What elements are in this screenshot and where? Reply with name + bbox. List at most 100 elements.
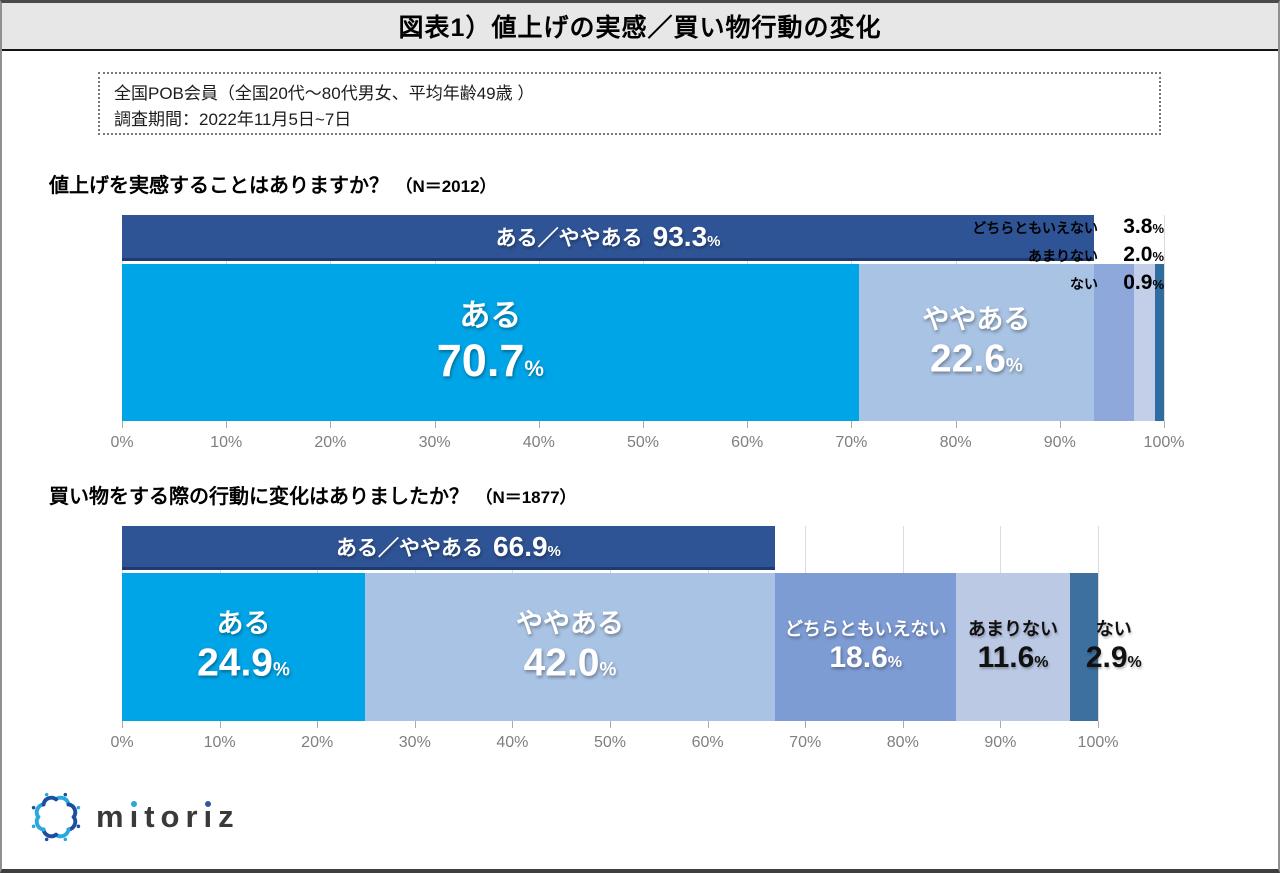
- brand-letter: m: [96, 799, 124, 834]
- axis-tick-label: 20%: [301, 734, 334, 751]
- axis-tick: [434, 421, 436, 428]
- survey-note-line1: 全国POB会員（全国20代～80代男女、平均年齢49歳 ）: [114, 84, 535, 103]
- stacked-bar: ある 24.9% ややある 42.0% どちらともいえない 18.6% あまりない 11.6%…: [122, 573, 1142, 721]
- percent-sign: %: [1034, 654, 1049, 672]
- legend-label: ない: [1070, 276, 1098, 292]
- survey-note-line2: 調査期間：2022年11月5日~7日: [114, 110, 352, 130]
- axis-tick-label: 30%: [418, 434, 451, 451]
- segment-label: あまりない 11.6%: [968, 619, 1058, 675]
- bar-segment: どちらともいえない 18.6%: [774, 573, 957, 721]
- percent-sign: %: [599, 659, 617, 681]
- segment-label: ややある 22.6%: [922, 304, 1030, 381]
- segment-label: ある 70.7%: [437, 298, 544, 386]
- legend-row: あまりない 2.0%: [122, 243, 1164, 271]
- axis-tick-label: 70%: [835, 434, 868, 451]
- percent-sign: %: [1152, 249, 1164, 264]
- segment-label: どちらともいえない 18.6%: [785, 619, 947, 675]
- brand-letter: z: [218, 799, 234, 834]
- bar-segment: ややある 22.6%: [858, 264, 1095, 421]
- bar-segment: [1133, 264, 1155, 421]
- segment-value: 42.0%: [523, 641, 617, 685]
- legend-value: 3.8%: [1123, 215, 1164, 238]
- axis-tick-label: 50%: [593, 734, 627, 751]
- page-title: 図表1）値上げの実感／買い物行動の変化: [398, 14, 882, 42]
- segment-name: ある: [216, 608, 271, 639]
- question-2-heading: 買い物をする際の行動に変化はありましたか？ （N＝1877）: [49, 480, 577, 509]
- axis-tick: [1164, 421, 1165, 428]
- axis-tick-label: 60%: [731, 434, 764, 451]
- survey-note-box: 全国POB会員（全国20代～80代男女、平均年齢49歳 ） 調査期間：2022年…: [98, 72, 1161, 135]
- axis-tick: [317, 721, 319, 728]
- overlay-value: 93.3%: [652, 220, 721, 252]
- axis-tick-label: 80%: [939, 434, 972, 451]
- segment-label: ない 2.9%: [1086, 619, 1142, 675]
- segment-value: 22.6%: [930, 337, 1023, 381]
- axis-tick-label: 40%: [496, 734, 529, 751]
- stacked-bar: ある 70.7% ややある 22.6%: [122, 264, 1164, 421]
- axis-tick: [610, 721, 611, 728]
- segment-label: ややある 42.0%: [516, 609, 624, 686]
- chart-1-price-increase: 0% 10% 20% 30% 40% 50% 60% 70% 80% 90% 100% ある／ややある…: [110, 215, 1184, 465]
- axis-tick: [1098, 721, 1099, 728]
- mitoriz-starburst-icon: [31, 792, 81, 842]
- segment-label: ある 24.9%: [197, 609, 290, 686]
- brand-i-dot: [130, 801, 137, 807]
- question-1-heading: 値上げを実感することはありますか？ （N＝2012）: [49, 169, 497, 198]
- axis-tick: [805, 721, 807, 728]
- brand-letter: ı: [129, 799, 139, 834]
- axis-tick-label: 50%: [626, 434, 660, 451]
- axis-tick-label: 20%: [314, 434, 347, 451]
- title-bar: 図表1）値上げの実感／買い物行動の変化: [2, 3, 1278, 51]
- brand-letter: r: [185, 799, 198, 834]
- axis-tick-label: 70%: [789, 734, 822, 751]
- axis-tick: [902, 721, 904, 728]
- question-1-sample-size: （N＝2012）: [395, 177, 497, 196]
- axis-tick: [1059, 421, 1061, 428]
- axis-tick: [219, 721, 221, 728]
- percent-sign: %: [707, 232, 721, 250]
- legend-value: 2.0%: [1123, 243, 1164, 266]
- legend-row: どちらともいえない 3.8%: [122, 215, 1164, 243]
- bar-segment: ない 2.9%: [1069, 573, 1142, 721]
- axis-tick: [122, 721, 123, 728]
- brand-i-dot: [204, 801, 211, 807]
- axis-tick-label: 100%: [1143, 434, 1185, 451]
- overlay-label: ある／ややある: [495, 226, 643, 250]
- segment-name: あまりない: [968, 619, 1059, 640]
- axis-tick-label: 10%: [210, 434, 243, 451]
- percent-sign: %: [1005, 355, 1023, 377]
- grid-line: [1164, 215, 1165, 421]
- axis-tick: [538, 421, 540, 428]
- axis-tick-label: 0%: [110, 734, 134, 751]
- legend-label: どちらともいえない: [972, 220, 1098, 236]
- axis-tick: [851, 421, 853, 428]
- overlay-total-bar: ある／ややある 93.3%: [122, 215, 1095, 261]
- axis-tick: [643, 421, 644, 428]
- segment-name: ややある: [922, 304, 1031, 335]
- segment-name: ある: [459, 297, 522, 333]
- axis-tick: [747, 421, 749, 428]
- axis-tick-label: 60%: [691, 734, 724, 751]
- brand-letter: ı: [203, 799, 213, 834]
- bar-segment: あまりない 11.6%: [956, 573, 1070, 721]
- axis-tick-label: 10%: [203, 734, 236, 751]
- axis-tick: [955, 421, 957, 428]
- chart-1-legend: どちらともいえない 3.8% あまりない 2.0% ない 0.9%: [122, 215, 1164, 465]
- axis-tick-label: 80%: [886, 734, 919, 751]
- segment-value: 24.9%: [197, 641, 290, 685]
- segment-name: どちらともいえない: [784, 619, 947, 640]
- segment-value: 2.9%: [1085, 641, 1142, 675]
- brand-letter: o: [160, 799, 180, 834]
- axis-tick-label: 30%: [398, 734, 431, 751]
- overlay-value: 66.9%: [493, 530, 561, 562]
- axis-tick-label: 90%: [984, 734, 1017, 751]
- segment-name: ややある: [515, 608, 624, 639]
- axis-tick: [1000, 721, 1002, 728]
- axis-tick-label: 40%: [522, 434, 555, 451]
- axis-tick: [414, 721, 416, 728]
- percent-sign: %: [547, 542, 561, 560]
- brand-letter: t: [144, 799, 155, 834]
- axis-tick: [122, 421, 123, 428]
